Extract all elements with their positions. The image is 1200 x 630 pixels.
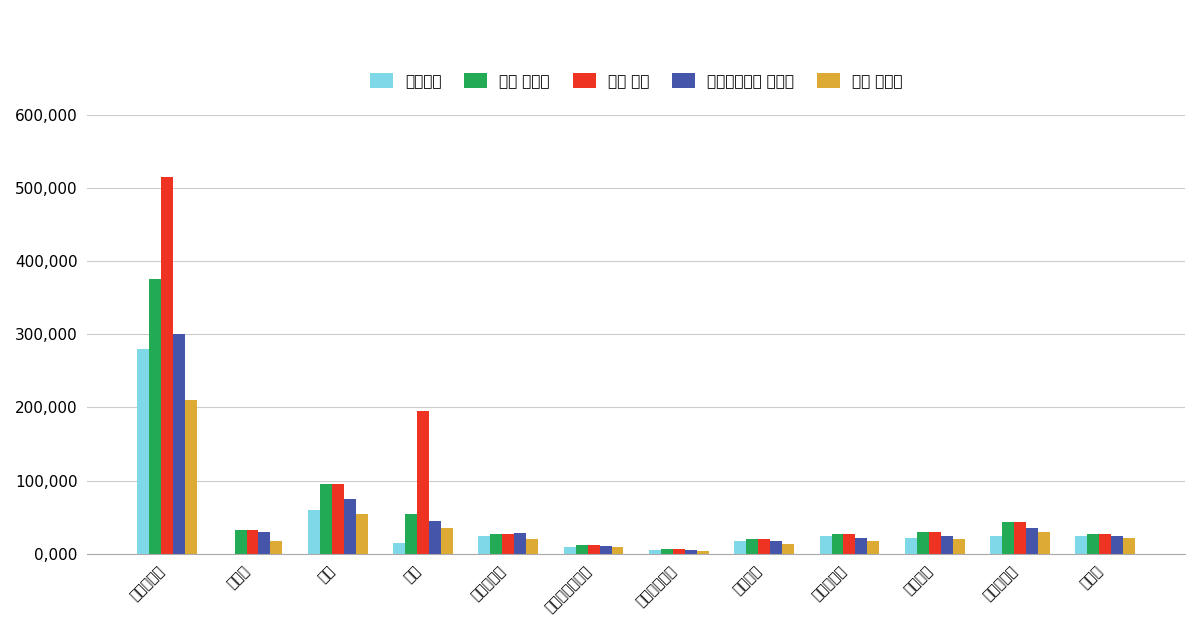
Bar xyxy=(1123,538,1135,554)
Bar xyxy=(234,530,246,554)
Bar xyxy=(418,411,430,554)
Bar xyxy=(844,534,856,554)
Bar xyxy=(1111,536,1123,554)
Bar xyxy=(527,539,538,554)
Bar xyxy=(953,539,965,554)
Bar xyxy=(564,547,576,554)
Bar xyxy=(770,541,782,554)
Bar xyxy=(782,544,794,554)
Legend: 家計収支, 都心 持ち家, 都心 賃貸, ベッドタウン 持ち家, 地方 持ち家: 家計収支, 都心 持ち家, 都心 賃貸, ベッドタウン 持ち家, 地方 持ち家 xyxy=(362,65,911,96)
Bar xyxy=(734,541,746,554)
Bar xyxy=(394,543,406,554)
Bar xyxy=(343,499,355,554)
Bar xyxy=(1087,534,1099,554)
Bar xyxy=(440,529,452,554)
Bar xyxy=(929,532,941,554)
Bar xyxy=(355,513,367,554)
Bar xyxy=(856,538,868,554)
Bar xyxy=(1026,529,1038,554)
Bar xyxy=(1075,536,1087,554)
Bar xyxy=(917,532,929,554)
Bar xyxy=(149,279,161,554)
Bar xyxy=(491,534,503,554)
Bar xyxy=(1038,532,1050,554)
Bar xyxy=(832,534,844,554)
Bar xyxy=(430,521,440,554)
Bar xyxy=(308,510,320,554)
Bar xyxy=(479,536,491,554)
Bar xyxy=(990,536,1002,554)
Bar xyxy=(941,536,953,554)
Bar xyxy=(258,532,270,554)
Bar xyxy=(588,545,600,554)
Bar xyxy=(173,335,185,554)
Bar xyxy=(1014,522,1026,554)
Bar xyxy=(820,536,832,554)
Bar xyxy=(673,549,685,554)
Bar xyxy=(503,534,515,554)
Bar xyxy=(1002,522,1014,554)
Bar xyxy=(868,541,880,554)
Bar xyxy=(246,530,258,554)
Bar xyxy=(137,349,149,554)
Bar xyxy=(320,484,331,554)
Bar xyxy=(185,400,197,554)
Bar xyxy=(406,513,418,554)
Bar xyxy=(758,539,770,554)
Bar xyxy=(649,550,661,554)
Bar xyxy=(161,177,173,554)
Bar xyxy=(612,547,624,554)
Bar xyxy=(697,551,709,554)
Bar xyxy=(1099,534,1111,554)
Bar xyxy=(661,549,673,554)
Bar xyxy=(270,541,282,554)
Bar xyxy=(905,538,917,554)
Bar xyxy=(515,534,527,554)
Bar xyxy=(576,545,588,554)
Bar xyxy=(685,550,697,554)
Bar xyxy=(600,546,612,554)
Bar xyxy=(331,484,343,554)
Bar xyxy=(746,539,758,554)
